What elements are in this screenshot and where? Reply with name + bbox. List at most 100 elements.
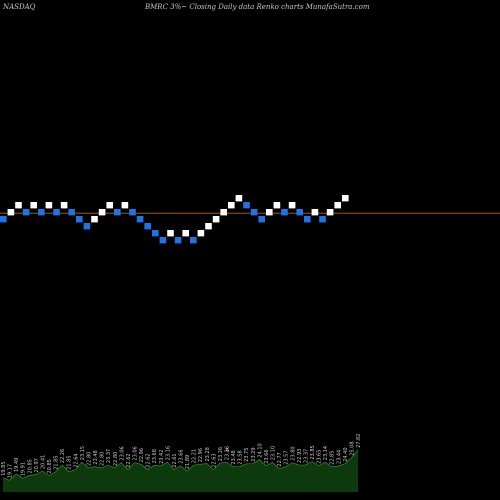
- renko-brick-up: [205, 223, 212, 230]
- volume-label: 21.85: [54, 455, 60, 469]
- volume-label: 27.82: [356, 434, 362, 448]
- volume-label: 23.66: [179, 449, 185, 463]
- renko-brick-up: [228, 202, 235, 209]
- renko-brick-up: [311, 209, 319, 216]
- renko-brick-up: [98, 209, 106, 216]
- renko-brick-down: [68, 209, 75, 216]
- volume-label: 20.85: [27, 459, 33, 473]
- volume-label: 22.93: [297, 449, 303, 463]
- renko-brick-up: [326, 209, 334, 216]
- volume-label: 23.65: [317, 450, 323, 464]
- renko-brick-down: [281, 209, 288, 216]
- renko-brick-up: [197, 230, 205, 237]
- volume-label: 22.26: [60, 449, 66, 463]
- volume-label: 22.64: [73, 453, 79, 467]
- renko-brick-down: [296, 209, 303, 216]
- volume-label: 22.63: [211, 453, 217, 467]
- volume-label: 19.91: [21, 462, 27, 476]
- volume-label: 23.42: [159, 450, 165, 464]
- renko-brick-down: [0, 216, 7, 223]
- volume-label: 20.85: [47, 459, 53, 473]
- volume-label: 23.29: [251, 447, 257, 461]
- volume-label: 21.85: [67, 455, 73, 469]
- volume-label: 19.85: [1, 461, 7, 475]
- volume-label: 22.62: [126, 453, 132, 467]
- volume-label: 23.85: [310, 445, 316, 459]
- chart-description: BMRC 3%~ Closing Daily data Renko charts…: [145, 3, 370, 11]
- renko-brick-up: [182, 230, 189, 237]
- renko-brick-up: [212, 216, 220, 223]
- volume-label: 22.62: [146, 453, 152, 467]
- volume-label: 20.41: [40, 455, 46, 469]
- volume-label: 23.28: [205, 447, 211, 461]
- volume-label: 23.37: [106, 449, 112, 463]
- renko-brick-up: [60, 202, 68, 209]
- volume-label: 20.97: [34, 458, 40, 472]
- volume-label: 22.96: [139, 448, 145, 462]
- volume-label: 23.37: [303, 449, 309, 463]
- renko-brick-up: [30, 202, 37, 209]
- volume-label: 23.57: [284, 450, 290, 464]
- renko-brick-down: [83, 223, 91, 230]
- volume-label: 21.89: [185, 455, 191, 469]
- renko-brick-down: [136, 216, 144, 223]
- volume-label: 23.06: [119, 446, 125, 460]
- volume-label: 22.80: [113, 452, 119, 466]
- volume-label: 19.17: [8, 464, 14, 478]
- renko-brick-down: [53, 209, 60, 216]
- renko-brick-down: [22, 209, 30, 216]
- volume-label: 23.48: [231, 450, 237, 464]
- renko-brick-down: [319, 216, 326, 223]
- renko-brick-down: [250, 209, 258, 216]
- renko-brick-down: [38, 209, 45, 216]
- volume-label: 23.16: [165, 446, 171, 460]
- renko-brick-up: [121, 202, 129, 209]
- volume-label: 23.68: [152, 449, 158, 463]
- volume-area: [3, 449, 358, 492]
- volume-label: 22.80: [100, 452, 106, 466]
- volume-label: 23.26: [218, 447, 224, 461]
- renko-brick-down: [258, 216, 265, 223]
- renko-brick-up: [45, 202, 53, 209]
- renko-brick-up: [235, 195, 243, 202]
- renko-brick-down: [114, 209, 121, 216]
- renko-brick-up: [220, 209, 227, 216]
- renko-brick-down: [159, 237, 167, 244]
- exchange-label: NASDAQ: [3, 3, 36, 11]
- volume-label: 25.08: [349, 441, 355, 455]
- volume-label: 19.49: [14, 458, 20, 472]
- volume-labels: 19.85 19.17 19.49 19.91 20.85 20.97 20.41 20.85…: [1, 434, 362, 479]
- renko-brick-up: [288, 202, 296, 209]
- volume-label: 23.10: [271, 446, 277, 460]
- volume-label: 23.16: [225, 446, 231, 460]
- renko-brick-down: [304, 216, 311, 223]
- renko-brick-up: [167, 230, 174, 237]
- volume-label: 23.58: [238, 450, 244, 464]
- renko-brick-down: [76, 216, 83, 223]
- volume-label: 22.77: [277, 452, 283, 466]
- volume-label: 22.21: [192, 449, 198, 463]
- volume-label: 22.96: [198, 448, 204, 462]
- volume-outline: [2, 449, 359, 481]
- renko-brick-up: [91, 216, 98, 223]
- volume-label: 24.10: [257, 443, 263, 457]
- renko-brick-up: [15, 202, 22, 209]
- renko-brick-down: [152, 230, 159, 237]
- renko-brick-up: [273, 202, 281, 209]
- renko-brick-down: [243, 202, 250, 209]
- renko-bricks: [0, 195, 349, 244]
- renko-brick-up: [266, 209, 273, 216]
- volume-label: 22.80: [87, 452, 93, 466]
- volume-label: 23.14: [323, 446, 329, 460]
- renko-brick-up: [7, 209, 15, 216]
- volume-label: 23.80: [290, 446, 296, 460]
- volume-label: 23.75: [244, 448, 250, 462]
- renko-brick-down: [144, 223, 151, 230]
- volume-label: 22.85: [330, 451, 336, 465]
- volume-label: 23.44: [336, 450, 342, 464]
- volume-label: 23.66: [264, 449, 270, 463]
- volume-label: 22.61: [172, 453, 178, 467]
- renko-brick-up: [334, 202, 341, 209]
- renko-brick-down: [174, 237, 182, 244]
